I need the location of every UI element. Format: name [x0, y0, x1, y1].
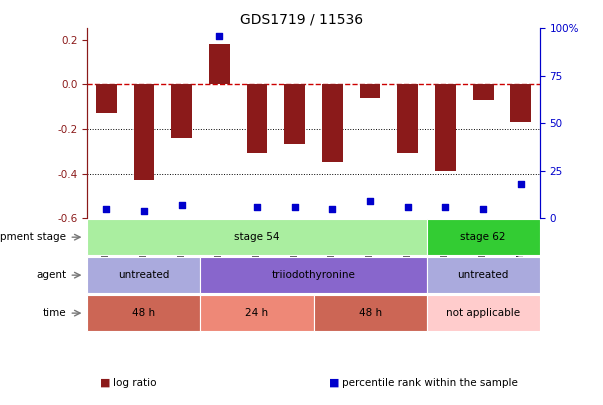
Point: [478, 205, 488, 212]
Text: GDS1719 / 11536: GDS1719 / 11536: [240, 12, 363, 26]
Bar: [314, 295, 427, 331]
Text: time: time: [43, 308, 66, 318]
Bar: [427, 295, 540, 331]
Bar: [200, 257, 427, 293]
Text: untreated: untreated: [458, 270, 509, 280]
Bar: [435, 84, 456, 171]
Text: 24 h: 24 h: [245, 308, 268, 318]
Text: development stage: development stage: [0, 232, 66, 242]
Point: [101, 205, 111, 212]
Point: [365, 198, 375, 205]
Text: ■: ■: [99, 378, 110, 388]
Point: [215, 33, 224, 39]
Bar: [322, 84, 343, 162]
Text: triiodothyronine: triiodothyronine: [271, 270, 356, 280]
Bar: [96, 84, 116, 113]
Point: [327, 205, 337, 212]
Point: [441, 204, 450, 210]
Bar: [200, 295, 314, 331]
Bar: [87, 257, 200, 293]
Text: not applicable: not applicable: [446, 308, 520, 318]
Text: 48 h: 48 h: [359, 308, 382, 318]
Bar: [473, 84, 493, 100]
Bar: [87, 295, 200, 331]
Point: [177, 202, 186, 208]
Bar: [87, 219, 427, 256]
Point: [252, 204, 262, 210]
Text: percentile rank within the sample: percentile rank within the sample: [342, 378, 518, 388]
Bar: [397, 84, 418, 153]
Point: [139, 207, 149, 214]
Text: stage 54: stage 54: [235, 232, 280, 242]
Bar: [247, 84, 267, 153]
Point: [516, 181, 526, 187]
Text: ■: ■: [329, 378, 339, 388]
Bar: [209, 44, 230, 84]
Text: agent: agent: [36, 270, 66, 280]
Text: 48 h: 48 h: [133, 308, 156, 318]
Point: [403, 204, 412, 210]
Text: untreated: untreated: [118, 270, 169, 280]
Bar: [360, 84, 380, 98]
Text: stage 62: stage 62: [461, 232, 506, 242]
Text: log ratio: log ratio: [113, 378, 156, 388]
Bar: [285, 84, 305, 145]
Bar: [134, 84, 154, 180]
Bar: [171, 84, 192, 138]
Bar: [427, 219, 540, 256]
Point: [290, 204, 300, 210]
Bar: [427, 257, 540, 293]
Bar: [511, 84, 531, 122]
